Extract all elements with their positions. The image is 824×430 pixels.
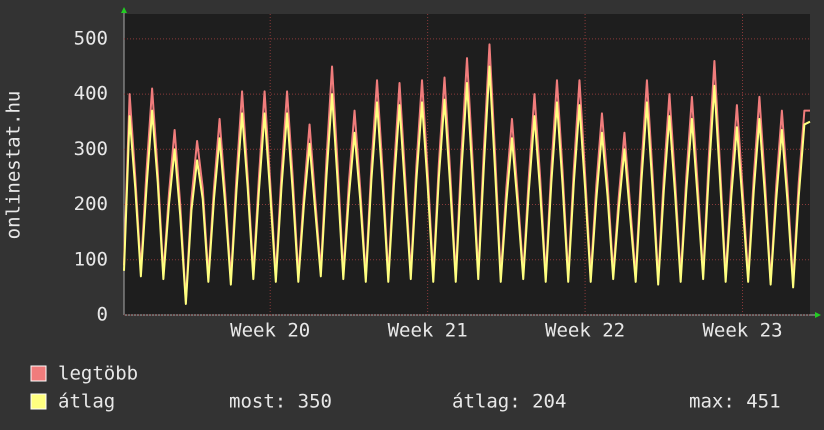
y-tick-label: 400 (74, 83, 108, 105)
y-tick-label: 200 (74, 193, 108, 215)
legend-swatch (30, 393, 47, 410)
y-tick-label: 300 (74, 138, 108, 160)
x-tick-label: Week 22 (545, 320, 625, 342)
legend-swatch (30, 365, 47, 382)
y-tick-label: 500 (74, 27, 108, 49)
axis-arrow (121, 7, 127, 13)
x-tick-label: Week 21 (388, 320, 468, 342)
legend-label: legtöbb (58, 363, 138, 385)
x-tick-label: Week 23 (702, 320, 782, 342)
legend-label: átlag (58, 391, 115, 413)
y-axis-label: onlinestat.hu (3, 91, 25, 240)
y-tick-label: 100 (74, 248, 108, 270)
x-tick-label: Week 20 (230, 320, 310, 342)
series-line (123, 65, 811, 305)
series-line (123, 43, 810, 303)
legend-stat: átlag: 204 (452, 391, 566, 413)
legend-stat: most: 350 (229, 391, 332, 413)
y-tick-label: 0 (97, 304, 108, 326)
legend-stat: max: 451 (689, 391, 781, 413)
axis-arrow (815, 312, 821, 318)
